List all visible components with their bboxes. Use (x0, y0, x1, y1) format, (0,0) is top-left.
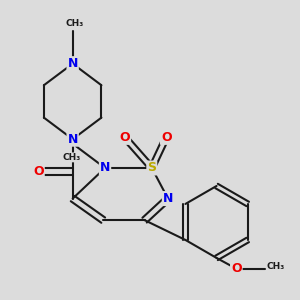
Text: O: O (231, 262, 242, 275)
Text: N: N (100, 161, 110, 175)
Text: O: O (33, 165, 44, 178)
Text: N: N (68, 57, 78, 70)
Text: CH₃: CH₃ (267, 262, 285, 272)
Text: O: O (161, 131, 172, 144)
Text: S: S (147, 161, 156, 175)
Text: O: O (119, 131, 130, 144)
Text: N: N (163, 192, 173, 205)
Text: N: N (68, 133, 78, 146)
Text: CH₃: CH₃ (63, 153, 81, 162)
Text: CH₃: CH₃ (65, 20, 84, 28)
